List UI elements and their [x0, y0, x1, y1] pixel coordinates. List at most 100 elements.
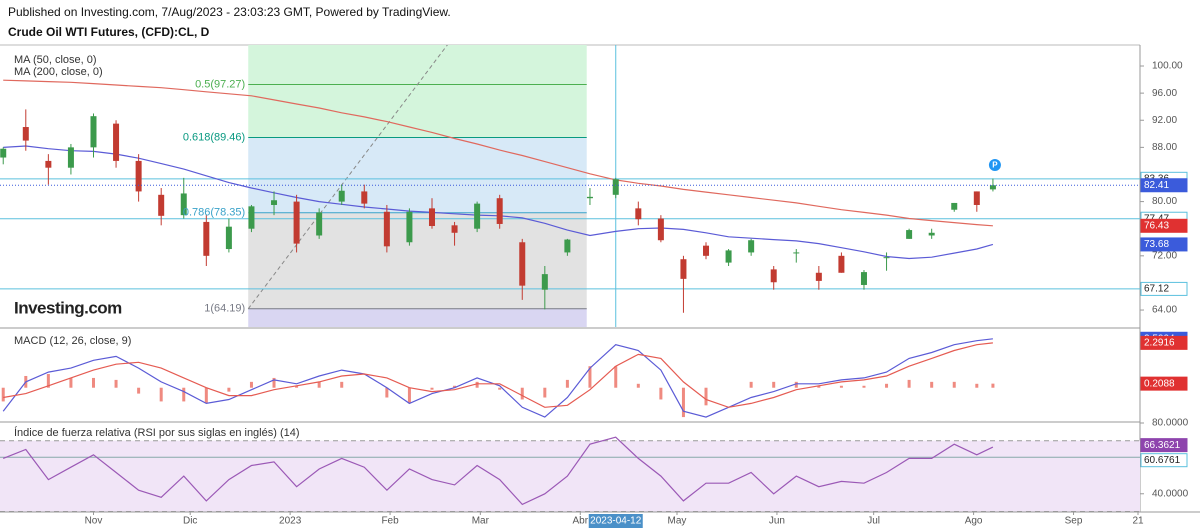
- price-tag-bg: [1140, 453, 1188, 468]
- candle-body: [451, 225, 458, 233]
- macd-histogram-bar: [991, 383, 995, 388]
- moving-average: [3, 79, 993, 227]
- macd-histogram-bar: [704, 387, 708, 406]
- candle-body: [748, 240, 755, 253]
- price-tag: 82.41: [1144, 180, 1169, 191]
- candle-body: [657, 218, 664, 241]
- candle-body: [428, 208, 435, 226]
- macd-histogram-bar: [1, 387, 5, 402]
- price-tag-bg: [1140, 281, 1188, 296]
- candle-body: [951, 202, 958, 210]
- macd-histogram-bar: [272, 377, 276, 388]
- candle-body: [496, 198, 503, 224]
- candle-body: [989, 185, 996, 190]
- legend-entry: MA (50, close, 0): [14, 54, 97, 66]
- candle-body: [135, 160, 142, 192]
- price-tag-bg: [1140, 376, 1188, 391]
- logo: Investing.com: [14, 298, 122, 317]
- macd-histogram-bar: [114, 379, 118, 388]
- price-tag: 2.2916: [1144, 338, 1175, 349]
- y-tick-label: 88.00: [1152, 142, 1177, 153]
- price-tag: 73.68: [1144, 239, 1169, 250]
- rsi-pane: [0, 436, 1140, 512]
- price-tag: 67.12: [1144, 284, 1169, 295]
- candle-body: [158, 194, 165, 216]
- candle-body: [90, 116, 97, 148]
- candle-body: [180, 193, 187, 216]
- macd-histogram-bar: [839, 385, 843, 388]
- macd-histogram-bar: [498, 387, 502, 390]
- macd-histogram-bar: [182, 387, 186, 402]
- x-tick-label: Jul: [867, 516, 880, 527]
- candle-body: [906, 230, 913, 239]
- rsi-band: [0, 440, 1140, 512]
- candle-body: [67, 147, 74, 168]
- y-tick-label: 64.00: [1152, 305, 1177, 316]
- fib-label: 0.618(89.46): [183, 131, 245, 143]
- macd-histogram-bar: [952, 381, 956, 388]
- crosshair-date-bg: [588, 514, 643, 528]
- macd-histogram-bar: [295, 385, 299, 388]
- macd-line: [3, 342, 993, 408]
- fib-label: 0.786(78.35): [183, 207, 245, 219]
- macd-histogram-bar: [817, 385, 821, 388]
- macd-histogram-bar: [317, 381, 321, 388]
- macd-histogram-bar: [749, 381, 753, 388]
- event-marker: [988, 159, 1001, 171]
- candle-body: [406, 211, 413, 243]
- price-tag-bg: [1140, 218, 1188, 233]
- price-tag-bg: [1140, 335, 1188, 350]
- fib-zone: [248, 308, 587, 327]
- price-tag: 66.3621: [1144, 440, 1181, 451]
- candle-body: [271, 200, 278, 205]
- y-tick-label: 40.0000: [1152, 488, 1189, 499]
- candle-body: [612, 179, 619, 195]
- candle-body: [703, 245, 710, 256]
- candle-body: [586, 196, 593, 199]
- x-tick-label: Ago: [965, 516, 983, 527]
- candle-body: [113, 123, 120, 161]
- candle-body: [973, 191, 980, 205]
- x-tick-label: Nov: [85, 516, 103, 527]
- macd-histogram-bar: [340, 381, 344, 388]
- candle-body: [383, 211, 390, 247]
- macd-histogram-bar: [249, 381, 253, 388]
- candle-body: [860, 272, 867, 285]
- macd-histogram-bar: [46, 374, 50, 388]
- y-tick-label: 92.00: [1152, 115, 1177, 126]
- macd-histogram-bar: [204, 387, 208, 404]
- macd-histogram-bar: [520, 387, 524, 400]
- macd-histogram-bar: [636, 383, 640, 388]
- macd-histogram-bar: [137, 387, 141, 394]
- macd-histogram-bar: [69, 377, 73, 388]
- candle-body: [45, 160, 52, 168]
- symbol-title: Crude Oil WTI Futures, (CFD):CL, D: [8, 25, 210, 39]
- macd-histogram-bar: [91, 377, 95, 388]
- y-tick-label: 72.00: [1152, 250, 1177, 261]
- macd-histogram-bar: [907, 379, 911, 388]
- y-tick-label: 80.00: [1152, 196, 1177, 207]
- macd-histogram-bar: [227, 387, 231, 392]
- macd-histogram-bar: [453, 385, 457, 388]
- macd-histogram-bar: [975, 383, 979, 388]
- fib-zone: [248, 137, 587, 213]
- macd-histogram-bar: [659, 387, 663, 400]
- macd-histogram-bar: [475, 381, 479, 388]
- candle-body: [680, 259, 687, 279]
- macd-histogram-bar: [681, 387, 685, 418]
- candle-body: [793, 252, 800, 254]
- fib-label: 0.5(97.27): [195, 78, 245, 90]
- x-tick-label: May: [668, 516, 687, 527]
- fib-zone: [248, 212, 587, 309]
- candle-body: [519, 242, 526, 286]
- fib-zone: [248, 45, 587, 85]
- candle-body: [770, 269, 777, 283]
- price-tag: 0.2088: [1144, 378, 1175, 389]
- crosshair-date: 2023-04-12: [590, 516, 642, 527]
- macd-histogram-bar: [159, 387, 163, 402]
- macd-pane: [1, 338, 995, 418]
- price-tag-bg: [1140, 178, 1188, 193]
- x-tick-label: Dic: [183, 516, 197, 527]
- candle-body: [248, 206, 255, 229]
